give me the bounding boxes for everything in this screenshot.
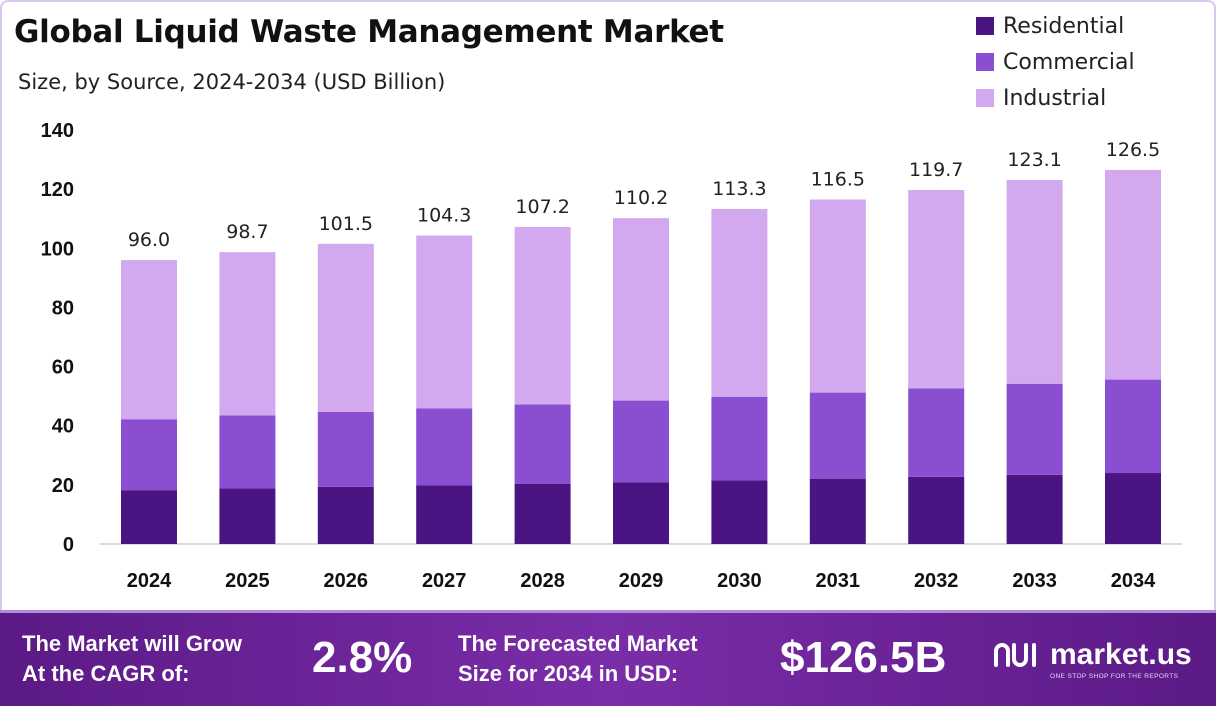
chart-subtitle: Size, by Source, 2024-2034 (USD Billion) bbox=[18, 70, 446, 94]
legend-item-industrial: Industrial bbox=[976, 80, 1135, 116]
bar-total-label: 101.5 bbox=[319, 213, 373, 235]
bar-segment-industrial bbox=[219, 252, 276, 416]
legend-swatch-commercial bbox=[976, 53, 994, 71]
legend-label-residential: Residential bbox=[1003, 13, 1125, 39]
x-tick-label: 2029 bbox=[619, 570, 664, 592]
bar-segment-residential bbox=[416, 485, 473, 544]
bar-total-label: 96.0 bbox=[128, 229, 170, 251]
bar-segment-residential bbox=[711, 480, 768, 544]
brand-tagline: ONE STOP SHOP FOR THE REPORTS bbox=[1050, 673, 1179, 680]
bar-segment-commercial bbox=[317, 411, 374, 487]
bar-segment-industrial bbox=[613, 218, 669, 401]
brand-logo: market.us bbox=[992, 639, 1192, 671]
y-tick-label: 20 bbox=[52, 475, 74, 497]
bar-total-label: 119.7 bbox=[909, 159, 963, 181]
y-tick-label: 60 bbox=[52, 357, 74, 379]
legend-swatch-residential bbox=[976, 17, 994, 35]
y-tick-label: 80 bbox=[52, 297, 74, 319]
bar-total-label: 126.5 bbox=[1106, 139, 1160, 161]
bar-segment-industrial bbox=[908, 190, 965, 389]
bar-segment-commercial bbox=[613, 400, 669, 483]
bar-total-label: 104.3 bbox=[417, 205, 471, 227]
stacked-bar-chart: 0 20 40 60 80 100 120 140 96.0 2024 98.7 2025 101.5 2… bbox=[41, 120, 1182, 592]
bar-segment-residential bbox=[514, 483, 571, 544]
bar-segment-industrial bbox=[809, 199, 866, 393]
x-tick-label: 2032 bbox=[914, 570, 959, 592]
x-tick-label: 2028 bbox=[520, 570, 565, 592]
bar-segment-residential bbox=[1105, 473, 1161, 544]
bar-segment-commercial bbox=[219, 415, 276, 489]
x-tick-label: 2027 bbox=[422, 570, 467, 592]
cagr-value: 2.8% bbox=[312, 633, 413, 682]
x-tick-label: 2034 bbox=[1111, 570, 1156, 592]
forecast-label: The Forecasted Market Size for 2034 in U… bbox=[458, 631, 698, 686]
bar-segment-commercial bbox=[416, 408, 473, 486]
x-tick-label: 2025 bbox=[225, 570, 270, 592]
forecast-value: $126.5B bbox=[780, 633, 947, 682]
bar-segment-residential bbox=[613, 482, 669, 544]
bar-segment-commercial bbox=[121, 419, 177, 491]
bar-segment-industrial bbox=[121, 260, 177, 420]
legend-label-industrial: Industrial bbox=[1003, 85, 1107, 111]
bar-total-label: 113.3 bbox=[712, 178, 766, 200]
bar-segment-commercial bbox=[809, 392, 866, 479]
bar-total-label: 107.2 bbox=[515, 196, 569, 218]
bar-segment-industrial bbox=[514, 226, 571, 405]
y-tick-label: 40 bbox=[52, 416, 74, 438]
bar-segment-residential bbox=[809, 478, 866, 544]
y-tick-label: 140 bbox=[41, 120, 74, 142]
bar-total-label: 110.2 bbox=[614, 187, 668, 209]
bar-total-label: 116.5 bbox=[811, 168, 865, 190]
bar-segment-commercial bbox=[711, 396, 768, 481]
y-tick-label: 0 bbox=[63, 534, 74, 556]
x-tick-label: 2024 bbox=[127, 570, 172, 592]
bar-segment-industrial bbox=[711, 208, 768, 397]
legend-swatch-industrial bbox=[976, 89, 994, 107]
x-tick-label: 2031 bbox=[816, 570, 861, 592]
bar-segment-residential bbox=[1006, 474, 1063, 544]
legend-label-commercial: Commercial bbox=[1003, 49, 1135, 75]
bar-segment-residential bbox=[908, 476, 965, 544]
bar-segment-industrial bbox=[416, 235, 473, 409]
bar-segment-residential bbox=[317, 486, 374, 544]
legend: Residential Commercial Industrial bbox=[976, 8, 1135, 116]
chart-title: Global Liquid Waste Management Market bbox=[14, 14, 724, 50]
x-tick-label: 2026 bbox=[324, 570, 369, 592]
bar-segment-commercial bbox=[1006, 383, 1063, 475]
bar-segment-residential bbox=[219, 488, 276, 544]
y-tick-label: 120 bbox=[41, 179, 74, 201]
market-us-logo-icon bbox=[994, 643, 1036, 667]
bar-total-label: 123.1 bbox=[1007, 149, 1061, 171]
bar-segment-commercial bbox=[514, 404, 571, 484]
x-tick-label: 2030 bbox=[717, 570, 762, 592]
cagr-label: The Market will Grow At the CAGR of: bbox=[22, 631, 243, 686]
summary-footer: The Market will Grow At the CAGR of: 2.8… bbox=[0, 610, 1216, 706]
legend-item-commercial: Commercial bbox=[976, 44, 1135, 80]
bar-segment-commercial bbox=[908, 388, 965, 477]
legend-item-residential: Residential bbox=[976, 8, 1135, 44]
y-tick-label: 100 bbox=[41, 238, 74, 260]
bar-segment-residential bbox=[121, 490, 177, 544]
bar-segment-industrial bbox=[1105, 169, 1161, 380]
bar-total-label: 98.7 bbox=[226, 221, 268, 243]
bar-segment-commercial bbox=[1105, 379, 1161, 474]
brand-name: market.us bbox=[1050, 638, 1192, 671]
bar-segment-industrial bbox=[317, 243, 374, 412]
x-tick-label: 2033 bbox=[1012, 570, 1057, 592]
bar-segment-industrial bbox=[1006, 179, 1063, 384]
